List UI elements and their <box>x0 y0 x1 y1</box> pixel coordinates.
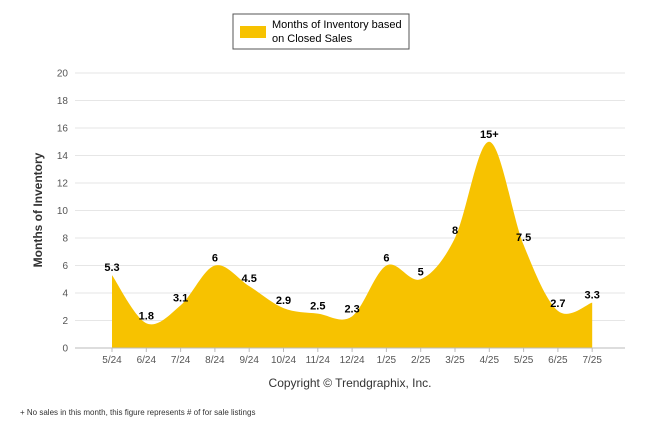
legend-line-1: Months of Inventory based <box>272 19 402 31</box>
x-tick-label: 8/24 <box>205 355 225 366</box>
data-label: 7.5 <box>516 232 531 244</box>
x-tick-label: 11/24 <box>306 355 331 366</box>
y-tick-label: 12 <box>57 179 69 190</box>
y-tick-label: 14 <box>57 151 69 162</box>
data-label: 2.3 <box>344 303 359 315</box>
axes <box>75 347 625 352</box>
data-label: 8 <box>452 225 458 237</box>
y-tick-label: 8 <box>62 234 68 245</box>
data-label: 15+ <box>480 129 499 141</box>
y-tick-labels: 0 2 4 6 8 10 12 14 16 18 20 <box>57 69 69 355</box>
y-tick-label: 4 <box>62 289 68 300</box>
legend: Months of Inventory based on Closed Sale… <box>232 13 410 50</box>
data-label: 6 <box>383 253 389 265</box>
x-tick-label: 9/24 <box>239 355 259 366</box>
y-tick-label: 18 <box>57 96 69 107</box>
data-label: 1.8 <box>139 310 154 322</box>
y-axis-label: Months of Inventory <box>31 152 45 267</box>
data-label: 4.5 <box>242 273 257 285</box>
x-tick-label: 5/25 <box>514 355 534 366</box>
data-label: 3.3 <box>585 290 600 302</box>
x-tick-label: 12/24 <box>340 355 365 366</box>
x-tick-label: 7/24 <box>171 355 191 366</box>
y-tick-label: 0 <box>62 344 68 355</box>
x-tick-label: 6/24 <box>137 355 157 366</box>
legend-line-2: on Closed Sales <box>272 33 353 45</box>
x-tick-labels: 5/24 6/24 7/24 8/24 9/24 10/24 11/24 12/24 1/25 2… <box>102 355 602 366</box>
y-tick-label: 2 <box>62 316 68 327</box>
x-tick-label: 5/24 <box>102 355 122 366</box>
y-tick-label: 16 <box>57 124 69 135</box>
data-label: 2.9 <box>276 295 291 307</box>
y-tick-label: 20 <box>57 69 69 80</box>
data-label: 2.5 <box>310 301 325 313</box>
copyright: Copyright © Trendgraphix, Inc. <box>269 376 432 390</box>
x-tick-label: 7/25 <box>582 355 602 366</box>
y-tick-label: 10 <box>57 206 69 217</box>
x-tick-label: 2/25 <box>411 355 431 366</box>
data-label: 5 <box>418 266 424 278</box>
x-tick-label: 10/24 <box>271 355 296 366</box>
data-label: 3.1 <box>173 292 188 304</box>
area-series <box>112 141 593 348</box>
x-tick-label: 6/25 <box>548 355 568 366</box>
footnote: + No sales in this month, this figure re… <box>20 408 255 417</box>
y-tick-label: 6 <box>62 261 68 272</box>
data-label: 6 <box>212 253 218 265</box>
x-tick-label: 4/25 <box>480 355 500 366</box>
legend-swatch <box>240 26 266 38</box>
data-label: 5.3 <box>104 262 119 274</box>
data-label: 2.7 <box>550 298 565 310</box>
data-labels: 5.3 1.8 3.1 6 4.5 2.9 2.5 2.3 6 5 8 15+ 7.5 2.7 3.3 <box>104 129 599 323</box>
x-tick-label: 3/25 <box>445 355 465 366</box>
x-tick-label: 1/25 <box>377 355 397 366</box>
